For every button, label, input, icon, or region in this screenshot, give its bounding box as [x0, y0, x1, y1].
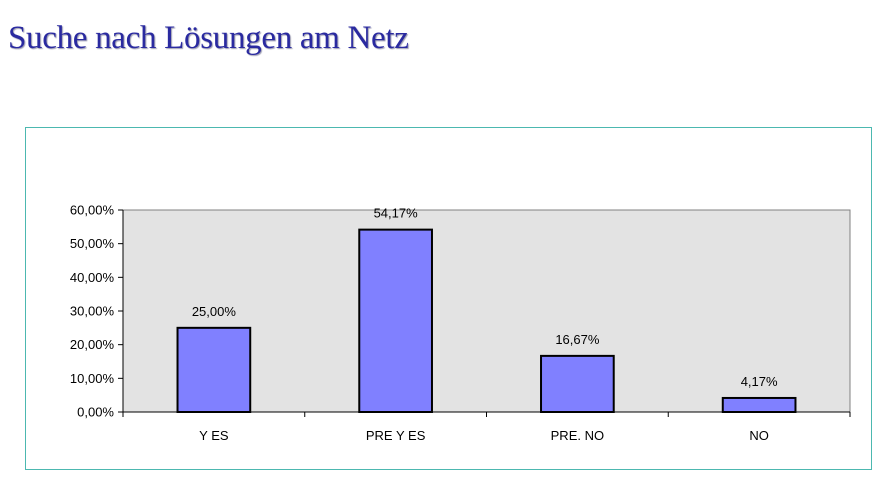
y-tick-label: 60,00%: [70, 203, 115, 218]
bar: [540, 354, 615, 414]
bar-value-label: 25,00%: [192, 304, 237, 319]
x-tick-label: NO: [749, 428, 769, 443]
x-tick-label: PRE. NO: [551, 428, 604, 443]
bar-value-label: 4,17%: [741, 374, 778, 389]
y-tick-label: 30,00%: [70, 304, 115, 319]
bars: 25,00% 54,17% 16,67% 4,17%: [176, 206, 797, 414]
page-title: Suche nach Lösungen am Netz: [8, 20, 409, 56]
x-axis: Y ES PRE Y ES PRE. NO NO: [122, 411, 851, 443]
bar: [721, 396, 797, 413]
y-tick-label: 10,00%: [70, 371, 115, 386]
y-tick-label: 0,00%: [77, 405, 114, 420]
x-tick-label: Y ES: [199, 428, 229, 443]
chart-frame: 0,00% 10,00% 20,00% 30,00% 40,00% 50,00% 60,00…: [25, 127, 872, 470]
y-tick-label: 40,00%: [70, 270, 115, 285]
bar-chart: 0,00% 10,00% 20,00% 30,00% 40,00% 50,00% 60,00…: [70, 203, 851, 443]
bar-value-label: 16,67%: [555, 332, 600, 347]
y-axis: 0,00% 10,00% 20,00% 30,00% 40,00% 50,00% 60,00…: [70, 203, 124, 420]
y-tick-label: 50,00%: [70, 236, 115, 251]
bar: [176, 326, 252, 413]
bar: [358, 228, 433, 413]
y-tick-label: 20,00%: [70, 337, 115, 352]
bar-value-label: 54,17%: [374, 206, 419, 221]
x-tick-label: PRE Y ES: [366, 428, 426, 443]
